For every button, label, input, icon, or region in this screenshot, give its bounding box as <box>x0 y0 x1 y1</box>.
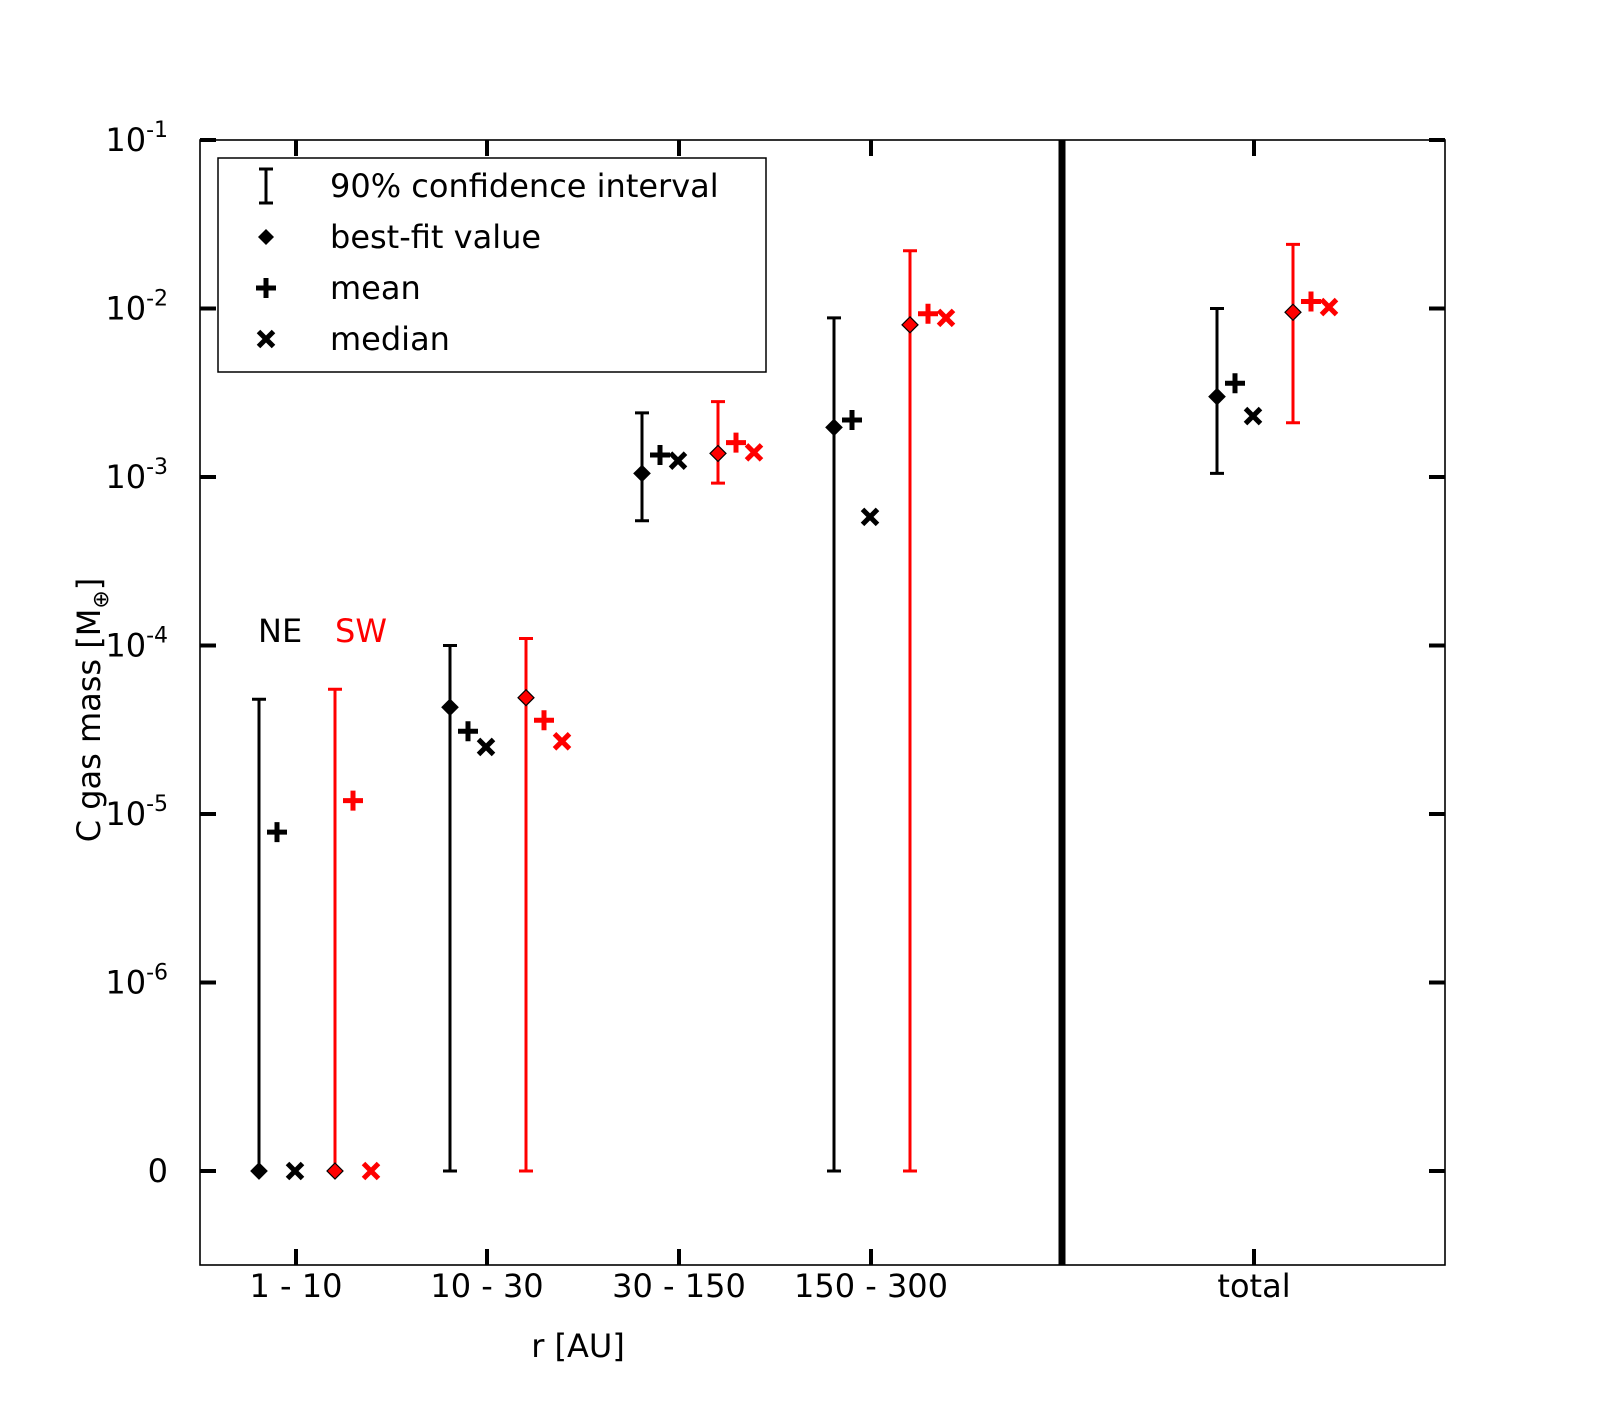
sw-median-marker <box>1319 297 1339 317</box>
legend-plus-icon <box>256 278 276 298</box>
ne-mean-marker <box>267 822 287 843</box>
sw-errorbar <box>1286 242 1300 425</box>
ne-best-fit-marker <box>441 698 459 717</box>
sw-mean-marker <box>534 710 554 731</box>
sw-mean-marker <box>343 790 363 811</box>
sw-errorbar <box>328 687 342 1173</box>
sw-mean-marker <box>1301 291 1321 312</box>
y-tick-label-exponent: -5 <box>146 792 168 817</box>
y-tick-label: 10-3 <box>105 455 168 496</box>
plot-frame <box>199 139 1446 1266</box>
sw-median-marker <box>361 1161 381 1181</box>
sw-mean-marker <box>918 303 938 324</box>
ne-best-fit-marker <box>1208 387 1226 406</box>
legend-errorbar-icon <box>259 167 273 205</box>
sw-median-marker <box>936 308 956 328</box>
sw-best-fit-marker <box>517 688 535 707</box>
y-tick-label: 10-5 <box>105 792 168 833</box>
sw-median-marker <box>552 732 572 751</box>
ne-mean-marker <box>842 409 862 430</box>
annotation-sw: SW <box>335 612 387 650</box>
legend-cross-icon <box>256 329 276 349</box>
sw-errorbar <box>903 249 917 1173</box>
sw-median-marker <box>744 443 764 462</box>
sw-best-fit-marker <box>709 444 727 463</box>
x-tick-label: 10 - 30 <box>430 1267 543 1305</box>
y-tick-label-base: 10 <box>105 290 146 328</box>
x-tick-label: 150 - 300 <box>794 1267 948 1305</box>
sw-errorbar <box>711 400 725 485</box>
y-tick-label: 10-2 <box>105 287 168 328</box>
y-tick-label: 10-4 <box>105 624 168 665</box>
y-tick-label-exponent: -6 <box>146 961 168 986</box>
ne-mean-marker <box>1225 373 1245 394</box>
y-tick-label: 10-6 <box>105 961 168 1002</box>
x-tick-label: 30 - 150 <box>612 1267 746 1305</box>
annotation-ne: NE <box>258 612 302 650</box>
y-tick-label: 10-1 <box>105 118 168 159</box>
sw-mean-marker <box>726 432 746 453</box>
legend-label: 90% confidence interval <box>330 167 719 205</box>
y-axis-label-suffix: ] <box>70 578 108 590</box>
ne-median-marker <box>668 451 688 470</box>
ne-best-fit-marker <box>250 1162 268 1180</box>
legend-box <box>217 157 767 373</box>
ne-median-marker <box>1243 406 1263 426</box>
sw-best-fit-marker <box>901 315 919 334</box>
y-tick-label-exponent: -4 <box>146 624 168 649</box>
legend-diamond-icon <box>258 229 274 245</box>
y-tick-label-exponent: -3 <box>146 455 168 480</box>
ne-median-marker <box>285 1161 305 1181</box>
ne-errorbar <box>827 316 841 1173</box>
y-tick-label-base: 10 <box>105 795 146 833</box>
x-tick-label: 1 - 10 <box>250 1267 343 1305</box>
y-tick-label-base: 10 <box>105 121 146 159</box>
legend-label: mean <box>330 269 421 307</box>
sw-best-fit-marker <box>1284 303 1302 322</box>
x-axis-label: r [AU] <box>531 1327 625 1365</box>
y-tick-label-base: 10 <box>105 458 146 496</box>
legend-label: median <box>330 320 450 358</box>
x-tick-label: total <box>1217 1267 1290 1305</box>
ne-errorbar <box>252 697 266 1173</box>
y-tick-label: 0 <box>148 1152 168 1190</box>
sw-errorbar <box>519 637 533 1173</box>
ne-errorbar <box>443 644 457 1173</box>
y-tick-label-base: 10 <box>105 627 146 665</box>
ne-median-marker <box>860 507 880 527</box>
ne-mean-marker <box>458 721 478 742</box>
y-tick-label-base: 10 <box>105 964 146 1002</box>
y-axis-label-subscript: ⊕ <box>89 590 114 608</box>
ne-mean-marker <box>650 445 670 466</box>
y-tick-label-exponent: -2 <box>146 287 168 312</box>
sw-best-fit-marker <box>326 1162 344 1180</box>
y-axis-label: C gas mass [M⊕] <box>70 578 114 843</box>
legend-label: best-fit value <box>330 218 541 256</box>
y-axis-label-main: C gas mass [M <box>70 609 108 843</box>
ne-median-marker <box>476 737 496 757</box>
ne-best-fit-marker <box>825 418 843 437</box>
plot-area: 10-110-210-310-410-510-601 - 10 10 - 30 30… <box>105 118 1446 1305</box>
ne-best-fit-marker <box>633 464 651 483</box>
y-tick-label-exponent: -1 <box>146 118 168 143</box>
legend: 90% confidence interval best-fit value mea… <box>217 157 767 373</box>
